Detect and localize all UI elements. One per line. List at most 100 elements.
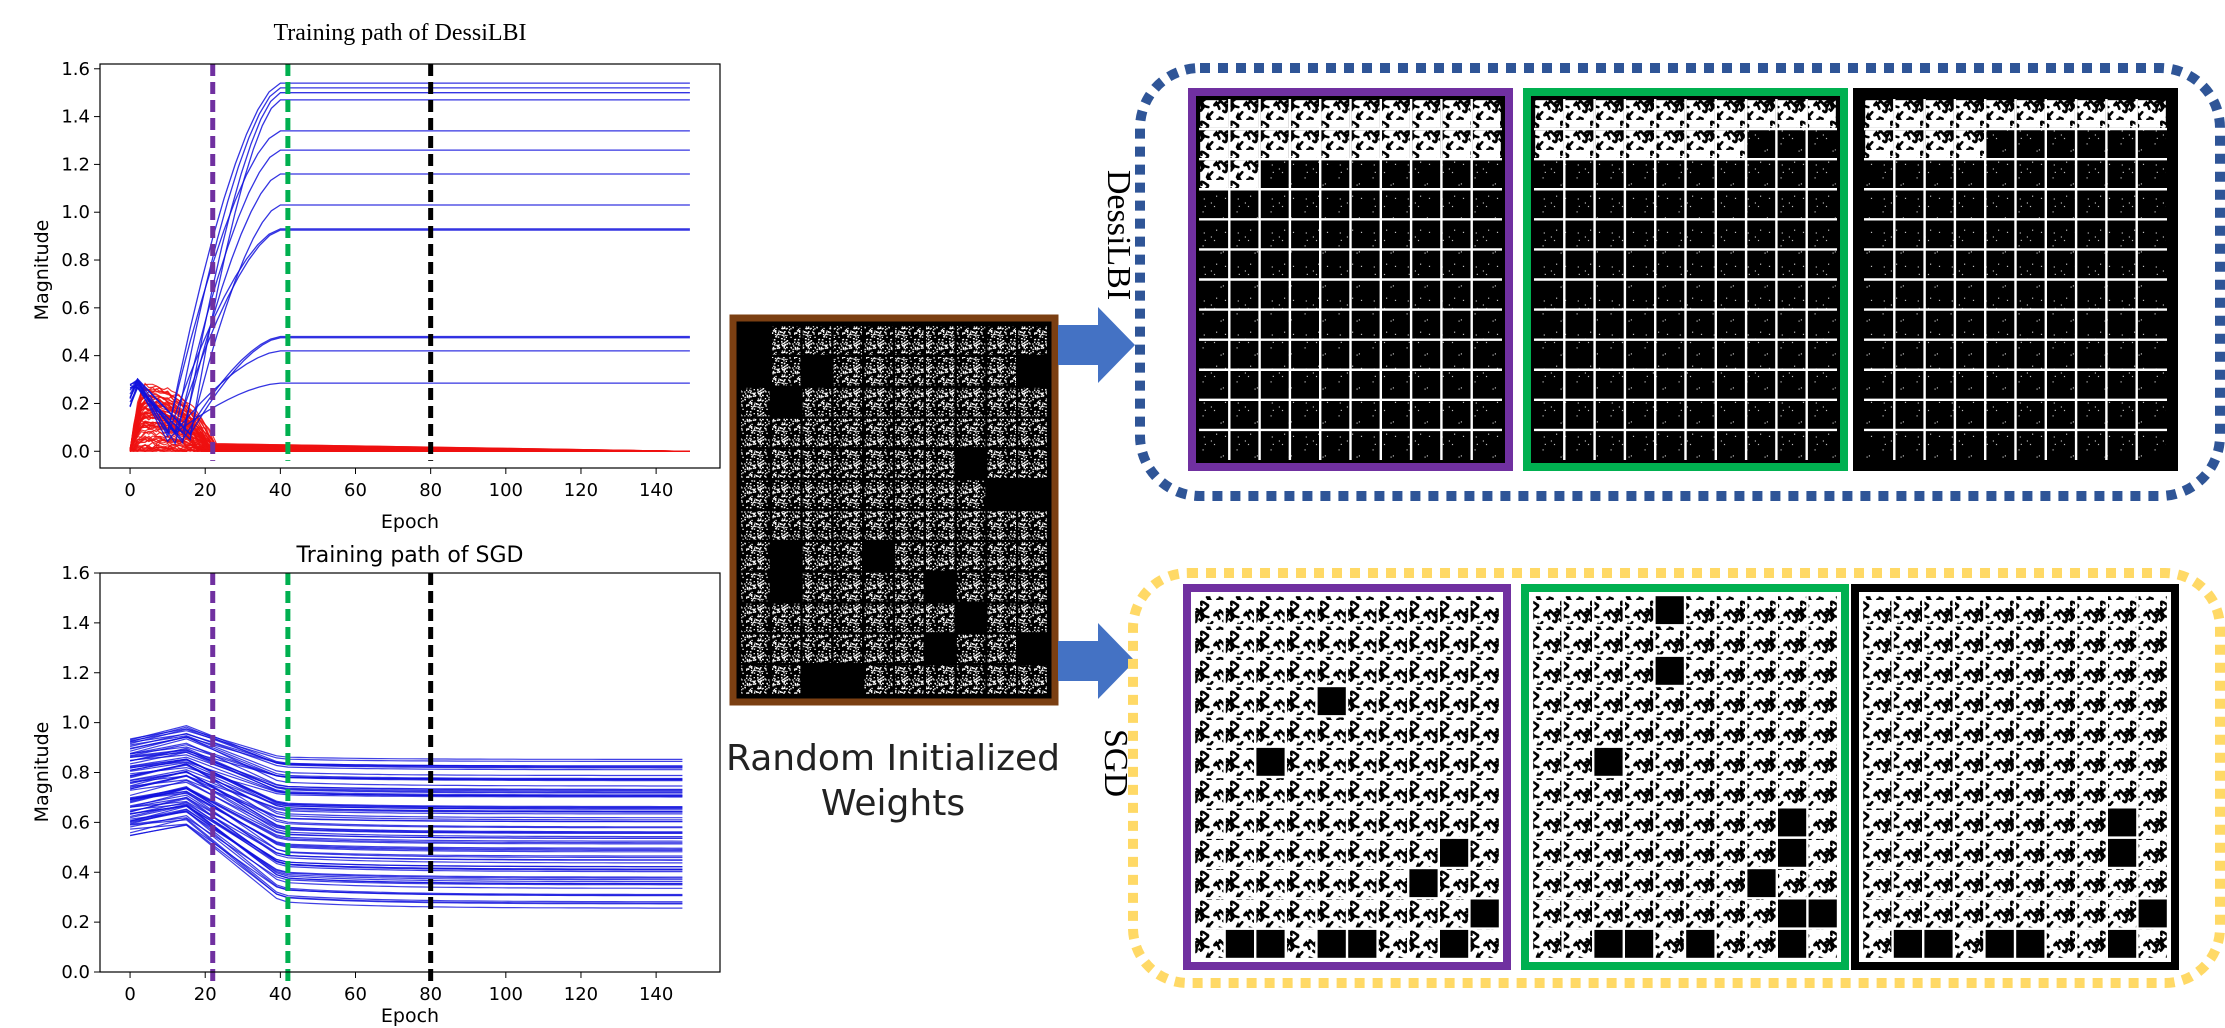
filter-cell xyxy=(1985,717,2014,746)
filter-cell xyxy=(802,603,832,633)
dessilbi-group-label: DessiLBI xyxy=(1100,170,1137,300)
filter-cell xyxy=(1409,626,1438,655)
filter-cell xyxy=(1893,687,1922,716)
sgd-filter-path xyxy=(129,775,683,823)
filter-cell xyxy=(1924,656,1953,685)
filter-cell xyxy=(2077,838,2106,867)
filter-cell xyxy=(1895,190,1924,219)
filter-cell xyxy=(926,480,955,509)
filter-cell xyxy=(2107,160,2136,189)
filter-cell xyxy=(1893,899,1922,928)
filter-cell xyxy=(1412,130,1441,158)
sgd-filter-path xyxy=(129,742,683,791)
filter-cell xyxy=(2016,190,2045,219)
init-caption-line1: Random Initialized xyxy=(726,738,1060,779)
filter-cell xyxy=(1747,130,1776,158)
filter-cell xyxy=(1686,370,1715,399)
filter-cell xyxy=(1533,656,1562,685)
filter-cell xyxy=(1893,747,1922,776)
filter-cell xyxy=(2138,838,2167,867)
filter-cell xyxy=(2108,929,2137,958)
filter-cell xyxy=(864,449,893,478)
sgd-filter-path xyxy=(129,797,683,857)
filter-cell xyxy=(1378,656,1407,685)
filter-cell xyxy=(2047,431,2075,459)
dessilbi-epoch-panel xyxy=(1523,88,1848,471)
dessilbi-path-chart: Training path of DessiLBI 0 20 40 60 80 100 12… xyxy=(31,20,721,533)
filter-cell xyxy=(2108,869,2137,898)
filter-cell xyxy=(1195,596,1224,625)
filter-cell xyxy=(1382,431,1410,459)
filter-cell xyxy=(1200,370,1229,399)
filter-cell xyxy=(1595,100,1624,128)
filter-cell xyxy=(956,387,986,417)
filter-cell xyxy=(2077,401,2106,429)
filter-cell xyxy=(1412,160,1441,189)
filter-cell xyxy=(1317,717,1346,746)
filter-cell xyxy=(1625,778,1654,807)
filter-cell xyxy=(1956,190,1984,219)
filter-cell xyxy=(772,603,801,633)
selected-filter-path xyxy=(129,149,690,446)
filter-cell xyxy=(1321,280,1350,309)
filter-cell xyxy=(2108,899,2137,928)
filter-cell xyxy=(1321,370,1350,399)
filter-cell xyxy=(1195,687,1224,716)
sgd-filter-path xyxy=(129,732,683,771)
filter-cell xyxy=(1808,838,1837,867)
filter-cell xyxy=(1382,160,1410,189)
filter-cell xyxy=(1535,220,1564,249)
filter-cell xyxy=(1924,929,1953,958)
y-tick-label: 0.6 xyxy=(61,298,90,319)
filter-cell xyxy=(1925,250,1954,279)
filter-cell xyxy=(1200,160,1229,189)
filter-cell xyxy=(1863,838,1892,867)
filter-cell xyxy=(1747,160,1776,189)
filter-cell xyxy=(1230,431,1259,459)
filter-cell xyxy=(926,449,955,478)
filter-cell xyxy=(1195,838,1224,867)
filter-cell xyxy=(1287,899,1316,928)
filter-cell xyxy=(1716,687,1745,716)
filter-cell xyxy=(864,480,893,509)
filter-cell xyxy=(2046,687,2075,716)
filter-cell xyxy=(1291,340,1319,369)
unselected-filter-path xyxy=(129,441,690,452)
filter-cell xyxy=(1925,100,1954,128)
filter-cell xyxy=(1625,808,1654,837)
filter-cell xyxy=(1955,838,1984,867)
filter-cell xyxy=(1747,370,1776,399)
filter-cell xyxy=(1472,340,1501,369)
sgd-epoch-panel xyxy=(1183,584,1511,970)
sgd-filter-path xyxy=(129,824,683,909)
filter-cell xyxy=(2016,340,2045,369)
filter-cell xyxy=(1863,778,1892,807)
filter-cell xyxy=(2077,656,2106,685)
filter-cell xyxy=(1986,310,2015,339)
filter-cell xyxy=(1778,778,1807,807)
filter-cell xyxy=(1317,626,1346,655)
filter-cell xyxy=(1195,869,1224,898)
filter-cell xyxy=(1716,596,1745,625)
filter-cell xyxy=(1747,220,1776,249)
sgd-filter-path xyxy=(129,803,683,885)
filter-cell xyxy=(1924,596,1953,625)
y-tick-label: 1.0 xyxy=(61,713,90,734)
filter-cell xyxy=(802,449,832,478)
filter-cell xyxy=(1351,190,1380,219)
filter-cell xyxy=(1985,687,2014,716)
filter-cell xyxy=(1686,929,1715,958)
filter-cell xyxy=(2047,280,2075,309)
sgd-chart-title: Training path of SGD xyxy=(296,543,524,568)
filter-cell xyxy=(1955,656,1984,685)
filter-cell xyxy=(1563,929,1592,958)
filter-cell xyxy=(2077,596,2106,625)
filter-cell xyxy=(1260,370,1289,399)
panel-frame xyxy=(1183,584,1511,970)
filter-cell xyxy=(1442,280,1471,309)
filter-cell xyxy=(1409,717,1438,746)
filter-cell xyxy=(1625,687,1654,716)
dessilbi-filters-group: DessiLBI xyxy=(1100,63,2225,501)
filter-cell xyxy=(1807,340,1836,369)
filter-cell xyxy=(864,542,893,571)
